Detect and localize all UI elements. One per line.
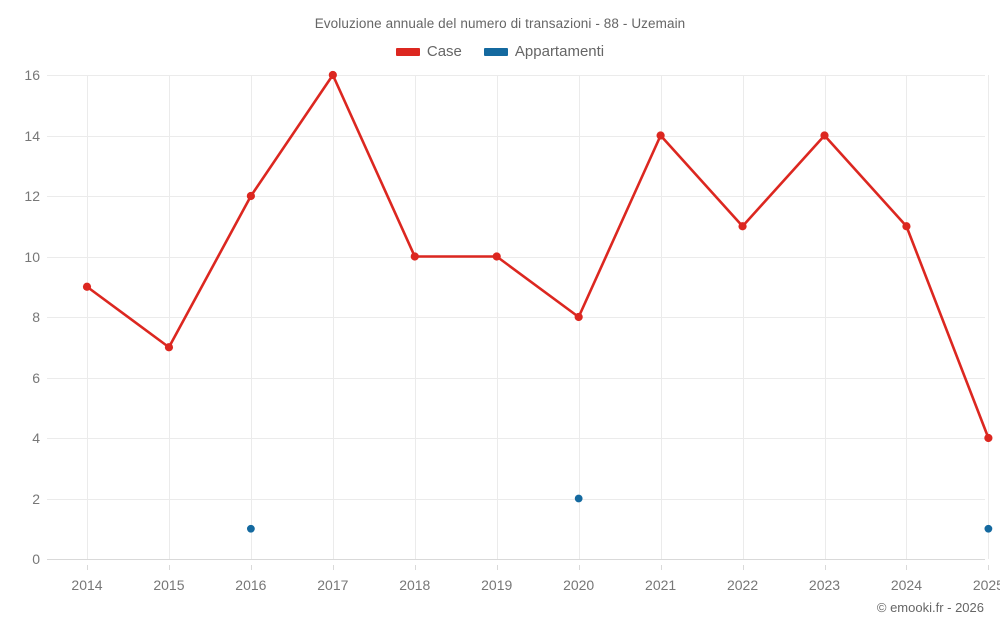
data-point-case-2018[interactable]	[410, 252, 419, 261]
gridline-horizontal	[47, 256, 985, 258]
data-point-case-2019[interactable]	[492, 252, 501, 261]
data-point-appartamenti-2025[interactable]	[984, 524, 993, 533]
x-axis-tick-label: 2018	[399, 577, 431, 593]
gridline-horizontal	[47, 135, 985, 137]
data-point-appartamenti-2016[interactable]	[246, 524, 255, 533]
legend-item-case[interactable]: Case	[395, 43, 462, 60]
y-axis-tick-label: 4	[32, 430, 40, 446]
data-point-appartamenti-2020[interactable]	[574, 494, 583, 503]
footer-credit: © emooki.fr - 2026	[876, 600, 984, 615]
x-axis-tick-label: 2015	[153, 577, 185, 593]
x-axis-tick	[168, 565, 170, 570]
x-axis-tick-label: 2017	[317, 577, 349, 593]
data-point-case-2016[interactable]	[246, 191, 255, 201]
x-axis-tick-label: 2016	[235, 577, 267, 593]
y-axis-tick-label: 16	[24, 67, 40, 83]
y-axis-tick-label: 12	[24, 188, 40, 204]
y-axis-tick-label: 0	[32, 551, 40, 567]
x-axis-tick-label: 2023	[808, 577, 841, 593]
data-point-case-2020[interactable]	[574, 312, 583, 322]
data-point-case-2014[interactable]	[82, 282, 92, 291]
x-axis-tick	[496, 565, 498, 570]
x-axis-tick	[660, 565, 662, 570]
x-axis-tick-label: 2024	[890, 577, 923, 593]
y-axis-tick-label: 10	[24, 248, 40, 265]
chart-title: Evoluzione annuale del numero di transaz…	[314, 16, 686, 31]
y-axis-tick-label: 6	[32, 369, 40, 386]
chart-legend: Case Appartamenti	[0, 44, 1000, 59]
x-axis-tick	[332, 565, 334, 570]
data-point-case-2022[interactable]	[738, 222, 747, 231]
y-axis-tick-label: 2	[32, 490, 40, 507]
x-axis-labels: 2014 2015 2016 2017 2018 2019 2020 2021 2022 2023…	[47, 565, 1000, 593]
x-axis-tick	[824, 565, 826, 570]
gridline-horizontal	[47, 196, 985, 197]
data-point-case-2024[interactable]	[902, 222, 911, 231]
x-axis-tick-label: 2022	[726, 577, 759, 593]
gridline-vertical	[168, 75, 170, 559]
y-axis-tick-label: 14	[24, 127, 40, 144]
x-axis-tick-label: 2021	[645, 577, 677, 593]
gridline-vertical	[332, 75, 334, 559]
x-axis-tick	[906, 565, 908, 570]
x-axis-tick	[578, 565, 580, 570]
x-axis-tick-label: 2014	[71, 577, 103, 593]
data-point-case-2017[interactable]	[328, 70, 337, 80]
x-axis-line	[47, 559, 985, 560]
data-point-case-2023[interactable]	[820, 131, 829, 140]
gridline-vertical	[906, 75, 908, 559]
x-axis-tick	[988, 565, 990, 570]
gridline-horizontal	[47, 438, 985, 439]
plot-area	[47, 70, 993, 560]
gridline-vertical	[496, 75, 498, 559]
series-layer	[82, 70, 993, 533]
legend-label-case: Case	[426, 43, 462, 60]
gridline-vertical	[742, 75, 744, 559]
gridline-horizontal	[47, 317, 985, 318]
legend-swatch-case	[395, 47, 420, 56]
gridline-vertical	[414, 75, 416, 559]
data-point-case-2015[interactable]	[164, 343, 174, 352]
x-axis-tick	[87, 565, 88, 570]
data-point-case-2021[interactable]	[656, 131, 665, 140]
legend-swatch-appartamenti	[483, 47, 508, 56]
data-point-case-2025[interactable]	[984, 433, 993, 443]
legend-item-appartamenti[interactable]: Appartamenti	[483, 43, 605, 60]
gridline-vertical	[250, 75, 252, 559]
x-axis-tick	[414, 565, 416, 570]
x-axis-tick	[742, 565, 744, 570]
gridline-vertical	[824, 75, 826, 559]
x-axis-tick	[250, 565, 252, 570]
gridline-horizontal	[47, 75, 985, 76]
y-axis-tick-label: 8	[32, 309, 40, 325]
series-line-case	[85, 73, 990, 440]
gridline-horizontal	[47, 377, 985, 379]
gridline-horizontal	[47, 498, 985, 500]
x-axis-tick-label: 2019	[481, 577, 513, 593]
y-axis-labels: 0 2 4 6 8 10 12 14 16	[0, 67, 40, 567]
x-axis-tick-label: 2020	[563, 577, 595, 593]
x-axis-tick-label: 2025	[972, 577, 1000, 593]
gridline-vertical	[87, 75, 88, 559]
legend-label-appartamenti: Appartamenti	[514, 43, 605, 60]
gridline-vertical	[660, 75, 662, 559]
gridline-vertical	[988, 75, 990, 559]
